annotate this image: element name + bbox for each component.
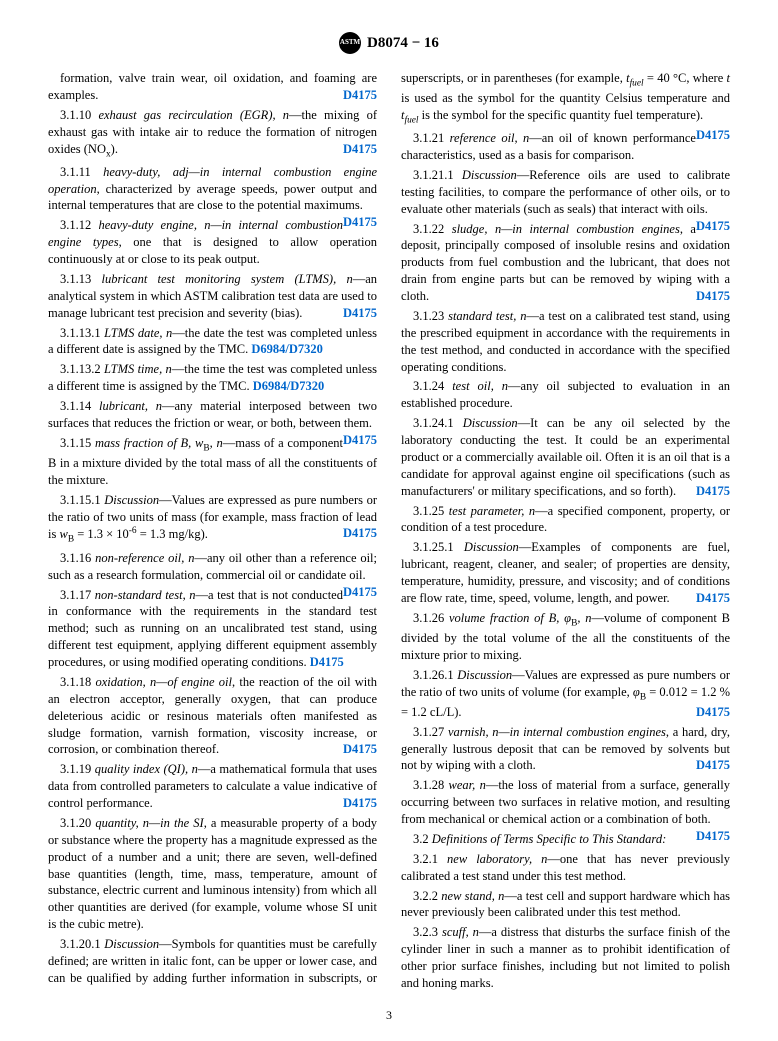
definition-entry: 3.1.16 non-reference oil, n—any oil othe…: [48, 550, 377, 584]
standard-reference[interactable]: D4175: [696, 828, 730, 845]
standard-reference[interactable]: D4175: [343, 432, 377, 449]
definition-entry: 3.1.11 heavy-duty, adj—in internal combu…: [48, 164, 377, 215]
definition-entry: 3.1.14 lubricant, n—any material interpo…: [48, 398, 377, 432]
standard-reference[interactable]: D4175: [343, 214, 377, 231]
definition-entry: 3.1.13 lubricant test monitoring system …: [48, 271, 377, 322]
definition-entry: 3.1.20 quantity, n—in the SI, a measurab…: [48, 815, 377, 933]
definition-entry: 3.1.24.1 Discussion—It can be any oil se…: [401, 415, 730, 499]
definition-entry: 3.1.15 mass fraction of B, wB, n—mass of…: [48, 435, 377, 489]
definition-entry: 3.1.15.1 Discussion—Values are expressed…: [48, 492, 377, 547]
definition-entry: 3.1.17 non-standard test, n—a test that …: [48, 587, 377, 671]
definition-entry: 3.2.2 new stand, n—a test cell and suppo…: [401, 888, 730, 922]
standard-reference[interactable]: D4175: [696, 218, 730, 235]
definition-entry: 3.1.24 test oil, n—any oil subjected to …: [401, 378, 730, 412]
content-columns: formation, valve train wear, oil oxidati…: [48, 70, 730, 992]
definition-entry: 3.2.1 new laboratory, n—one that has nev…: [401, 851, 730, 885]
definition-entry: 3.1.18 oxidation, n—of engine oil, the r…: [48, 674, 377, 758]
standard-reference[interactable]: D4175: [343, 741, 377, 758]
document-header: ASTM D8074 − 16: [48, 32, 730, 54]
definition-entry: 3.2.3 scuff, n—a distress that disturbs …: [401, 924, 730, 992]
astm-logo: ASTM: [339, 32, 361, 54]
definition-entry: 3.1.22 sludge, n—in internal combustion …: [401, 221, 730, 305]
definition-entry: 3.2 Definitions of Terms Specific to Thi…: [401, 831, 730, 848]
definition-entry: formation, valve train wear, oil oxidati…: [48, 70, 377, 104]
standard-reference[interactable]: D4175: [343, 525, 377, 542]
definition-entry: 3.1.26.1 Discussion—Values are expressed…: [401, 667, 730, 721]
designation: D8074 − 16: [367, 33, 439, 53]
definition-entry: 3.1.13.2 LTMS time, n—the time the test …: [48, 361, 377, 395]
definition-entry: 3.1.27 varnish, n—in internal combustion…: [401, 724, 730, 775]
standard-reference[interactable]: D4175: [343, 584, 377, 601]
definition-entry: 3.1.19 quality index (QI), n—a mathemati…: [48, 761, 377, 812]
standard-reference[interactable]: D4175: [696, 704, 730, 721]
standard-reference[interactable]: D4175: [343, 795, 377, 812]
definition-entry: 3.1.26 volume fraction of B, φB, n—volum…: [401, 610, 730, 664]
definition-entry: 3.1.10 exhaust gas recirculation (EGR), …: [48, 107, 377, 161]
standard-reference[interactable]: D4175: [696, 590, 730, 607]
definition-entry: 3.1.21 reference oil, n—an oil of known …: [401, 130, 730, 164]
definition-entry: 3.1.12 heavy-duty engine, n—in internal …: [48, 217, 377, 268]
standard-reference[interactable]: D4175: [343, 141, 377, 158]
definition-entry: 3.1.23 standard test, n—a test on a cali…: [401, 308, 730, 376]
standard-reference[interactable]: D4175: [343, 305, 377, 322]
definition-entry: 3.1.21.1 Discussion—Reference oils are u…: [401, 167, 730, 218]
definition-entry: 3.1.25 test parameter, n—a specified com…: [401, 503, 730, 537]
standard-reference[interactable]: D4175: [696, 757, 730, 774]
standard-reference[interactable]: D4175: [696, 288, 730, 305]
definition-entry: 3.1.13.1 LTMS date, n—the date the test …: [48, 325, 377, 359]
definition-entry: 3.1.25.1 Discussion—Examples of componen…: [401, 539, 730, 607]
standard-reference[interactable]: D4175: [696, 483, 730, 500]
definition-entry: 3.1.28 wear, n—the loss of material from…: [401, 777, 730, 828]
standard-reference[interactable]: D4175: [696, 127, 730, 144]
standard-reference[interactable]: D4175: [343, 87, 377, 104]
page-number: 3: [386, 1007, 392, 1023]
